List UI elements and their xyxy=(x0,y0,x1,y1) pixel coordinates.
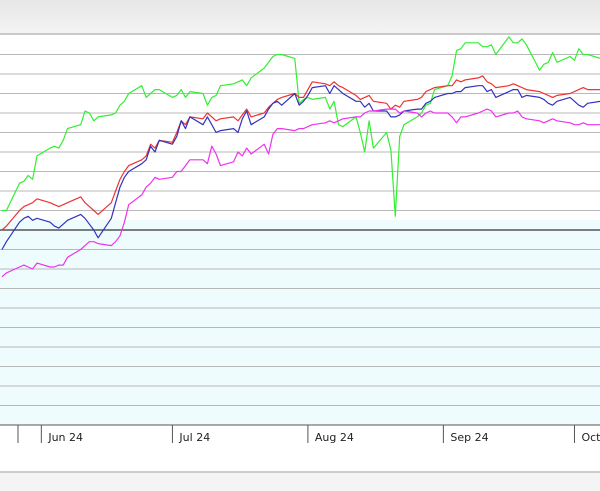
series-line-4 xyxy=(1,108,600,278)
x-tick-label: Jun 24 xyxy=(47,431,83,444)
x-tick-label: Oct 24 xyxy=(581,431,600,444)
grid-lines xyxy=(0,54,600,406)
series-line-3 xyxy=(1,85,600,250)
x-axis-ticks: Jun 24 Jul 24 Aug 24 Sep 24 Oct 24 xyxy=(17,425,600,444)
series-line-2 xyxy=(1,75,600,231)
plot-upper-background xyxy=(0,35,600,220)
plot-lower-background xyxy=(0,220,600,425)
x-tick-label: Sep 24 xyxy=(450,431,488,444)
x-tick-label: Aug 24 xyxy=(315,431,354,444)
chart-top-bar xyxy=(0,0,600,34)
series-line-1 xyxy=(2,36,600,217)
series-lines xyxy=(1,36,600,278)
x-tick-label: Jul 24 xyxy=(178,431,210,444)
chart-bottom-bar xyxy=(0,473,600,491)
